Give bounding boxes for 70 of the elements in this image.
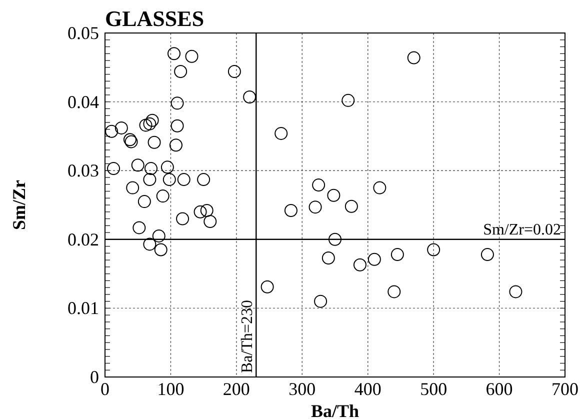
point — [176, 212, 190, 226]
point — [177, 173, 190, 186]
point — [228, 65, 241, 78]
chart-title: GLASSES — [105, 6, 204, 31]
y-axis-title: Sm/Zr — [9, 180, 29, 230]
x-tick-label: 100 — [157, 379, 184, 399]
x-tick-label: 200 — [222, 379, 250, 399]
point — [204, 215, 217, 228]
point — [197, 173, 210, 186]
point — [162, 173, 176, 186]
point — [156, 190, 170, 203]
point — [146, 114, 159, 127]
point — [144, 162, 158, 176]
point — [139, 118, 152, 132]
point — [427, 243, 440, 256]
point — [243, 90, 256, 104]
point — [200, 204, 214, 218]
point — [260, 280, 274, 294]
ref-line-label: Ba/Th=230 — [239, 300, 256, 373]
point — [344, 200, 358, 213]
point — [170, 119, 184, 132]
point — [168, 47, 180, 60]
point — [342, 94, 355, 107]
point — [105, 124, 118, 138]
point — [154, 243, 168, 256]
point — [152, 229, 166, 242]
y-tick-label: 0.02 — [68, 229, 99, 250]
point — [132, 221, 146, 234]
point — [170, 96, 184, 110]
point — [509, 285, 522, 298]
x-tick-label: 300 — [288, 379, 316, 399]
y-tick-label: 0.03 — [68, 160, 99, 181]
ref-line-label: Sm/Zr=0.02 — [483, 221, 561, 238]
point — [160, 160, 174, 174]
point — [314, 294, 328, 308]
x-axis-title: Ba/Th — [310, 401, 360, 419]
x-tick-label: 700 — [552, 379, 578, 399]
point — [126, 181, 140, 194]
point — [308, 200, 322, 214]
y-tick-label: 0.05 — [68, 23, 99, 43]
y-tick-label: 0.04 — [68, 92, 99, 112]
point — [373, 181, 386, 194]
point — [143, 173, 156, 186]
point — [143, 117, 156, 130]
point — [194, 205, 207, 218]
point — [284, 204, 298, 218]
point — [480, 248, 494, 262]
point — [388, 285, 401, 298]
x-tick-label: 500 — [420, 379, 448, 399]
point — [407, 51, 420, 64]
point — [114, 121, 128, 134]
point — [138, 195, 151, 208]
point — [107, 162, 120, 176]
point — [328, 232, 342, 246]
point — [148, 136, 161, 149]
x-tick-label: 400 — [354, 379, 382, 399]
x-tick-label: 600 — [486, 379, 513, 399]
point — [131, 158, 144, 172]
point — [353, 258, 366, 272]
point — [327, 188, 340, 202]
point — [143, 238, 156, 251]
point — [185, 50, 198, 63]
point — [390, 248, 404, 262]
point — [174, 65, 188, 78]
point — [274, 126, 288, 140]
point — [312, 178, 326, 192]
y-tick-label: 0.01 — [68, 298, 99, 318]
point — [322, 251, 335, 264]
point — [169, 138, 182, 152]
point — [368, 252, 381, 266]
